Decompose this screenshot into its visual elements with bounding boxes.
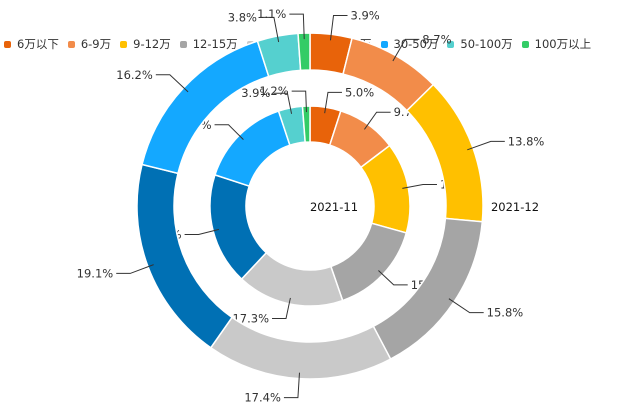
inner-data-label-4: 17.3% xyxy=(232,311,269,325)
outer-data-label-8: 1.1% xyxy=(257,7,286,21)
inner-series-name: 2021-11 xyxy=(310,200,358,214)
legend-item[interactable]: 12-15万 xyxy=(179,36,238,52)
outer-leader-line-6 xyxy=(155,74,189,93)
legend-item[interactable]: 100万以上 xyxy=(521,36,592,52)
inner-slice-3[interactable] xyxy=(329,222,408,302)
outer-slice-2[interactable] xyxy=(405,83,484,223)
legend-label: 6万以下 xyxy=(17,37,59,51)
inner-leader-line-5 xyxy=(184,228,220,236)
inner-leader-line-2 xyxy=(402,183,437,189)
inner-leader-line-3 xyxy=(378,270,408,286)
inner-leader-line-4 xyxy=(272,297,291,319)
outer-data-label-3: 15.8% xyxy=(487,306,524,320)
outer-data-label-7: 3.8% xyxy=(228,10,257,24)
inner-leader-line-1 xyxy=(364,111,391,130)
legend-swatch xyxy=(380,40,388,48)
outer-leader-line-8 xyxy=(289,13,305,40)
outer-data-label-1: 8.7% xyxy=(422,32,451,46)
outer-leader-line-1 xyxy=(392,38,420,62)
outer-slice-4[interactable] xyxy=(209,316,392,380)
legend-swatch xyxy=(4,40,11,48)
legend-swatch xyxy=(521,40,529,48)
outer-data-label-2: 13.8% xyxy=(508,134,545,148)
legend-label: 50-100万 xyxy=(460,37,513,51)
outer-data-label-6: 16.2% xyxy=(116,68,153,82)
outer-leader-line-2 xyxy=(467,140,505,151)
legend-swatch xyxy=(447,40,455,48)
inner-data-label-8: 1.2% xyxy=(259,84,288,98)
outer-data-label-5: 19.1% xyxy=(77,266,114,280)
outer-leader-line-5 xyxy=(116,264,154,274)
legend-label: 100万以上 xyxy=(534,37,592,51)
inner-slice-8[interactable] xyxy=(301,105,311,143)
inner-data-label-0: 5.0% xyxy=(345,85,374,99)
legend-item[interactable]: 9-12万 xyxy=(120,36,171,52)
legend-label: 9-12万 xyxy=(133,37,171,51)
inner-leader-line-0 xyxy=(324,91,342,114)
outer-data-label-0: 3.9% xyxy=(351,8,380,22)
inner-slice-6[interactable] xyxy=(214,110,291,188)
outer-series-name: 2021-12 xyxy=(491,200,539,214)
outer-leader-line-7 xyxy=(259,16,280,43)
inner-leader-line-7 xyxy=(273,92,293,114)
legend-item[interactable]: 6-9万 xyxy=(67,36,112,52)
legend-swatch xyxy=(120,40,128,48)
outer-leader-line-4 xyxy=(283,372,300,399)
inner-leader-line-8 xyxy=(291,90,307,113)
legend-swatch xyxy=(67,40,75,48)
legend-label: 6-9万 xyxy=(80,37,112,51)
inner-leader-line-6 xyxy=(214,124,244,140)
legend-item[interactable]: 6万以下 xyxy=(4,36,59,52)
legend-swatch xyxy=(179,40,187,48)
legend-label: 12-15万 xyxy=(192,37,238,51)
legend-item[interactable]: 50-100万 xyxy=(447,36,513,52)
outer-data-label-4: 17.4% xyxy=(244,391,281,405)
outer-leader-line-0 xyxy=(329,14,348,41)
outer-slice-8[interactable] xyxy=(297,32,311,72)
outer-leader-line-3 xyxy=(448,298,484,314)
inner-data-label-7: 3.9% xyxy=(241,86,270,100)
